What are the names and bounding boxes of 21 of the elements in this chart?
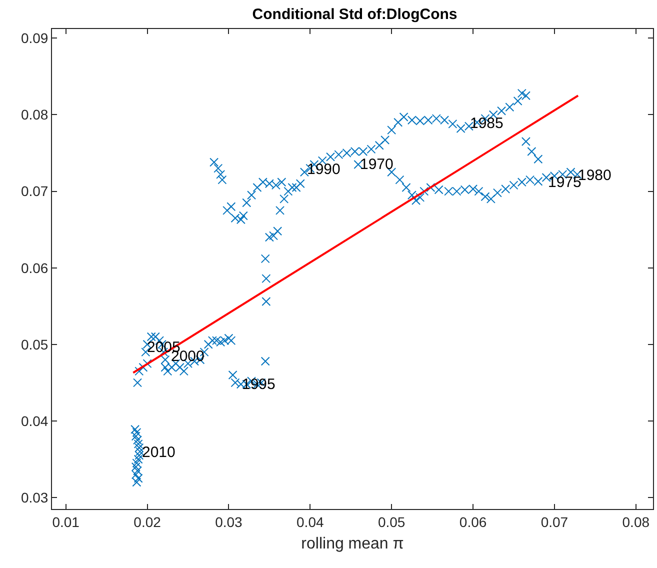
y-tick-label: 0.09 [20, 30, 48, 46]
x-tick-label: 0.08 [622, 514, 650, 530]
y-tick-label: 0.04 [20, 412, 48, 429]
annotation: 1985 [470, 115, 504, 132]
x-tick-label: 0.05 [378, 514, 406, 530]
x-axis-title: rolling mean π [301, 536, 404, 552]
y-tick-label: 0.06 [20, 260, 48, 276]
x-tick-label: 0.02 [134, 514, 162, 530]
x-tick-label: 0.04 [296, 514, 324, 530]
chart-title: Conditional Std of:DlogCons [252, 6, 458, 24]
x-tick-label: 0.06 [459, 514, 487, 530]
annotation: 1970 [360, 156, 394, 173]
y-tick-label: 0.03 [20, 489, 48, 506]
y-tick-label: 0.08 [20, 106, 48, 123]
y-tick-label: 0.05 [20, 336, 48, 352]
y-tick-label: 0.07 [20, 183, 48, 200]
annotation: 1990 [307, 161, 340, 178]
x-tick-label: 0.07 [540, 514, 568, 530]
annotation: 2010 [142, 444, 176, 461]
x-tick-label: 0.01 [52, 514, 80, 530]
x-tick-label: 0.03 [215, 514, 243, 530]
